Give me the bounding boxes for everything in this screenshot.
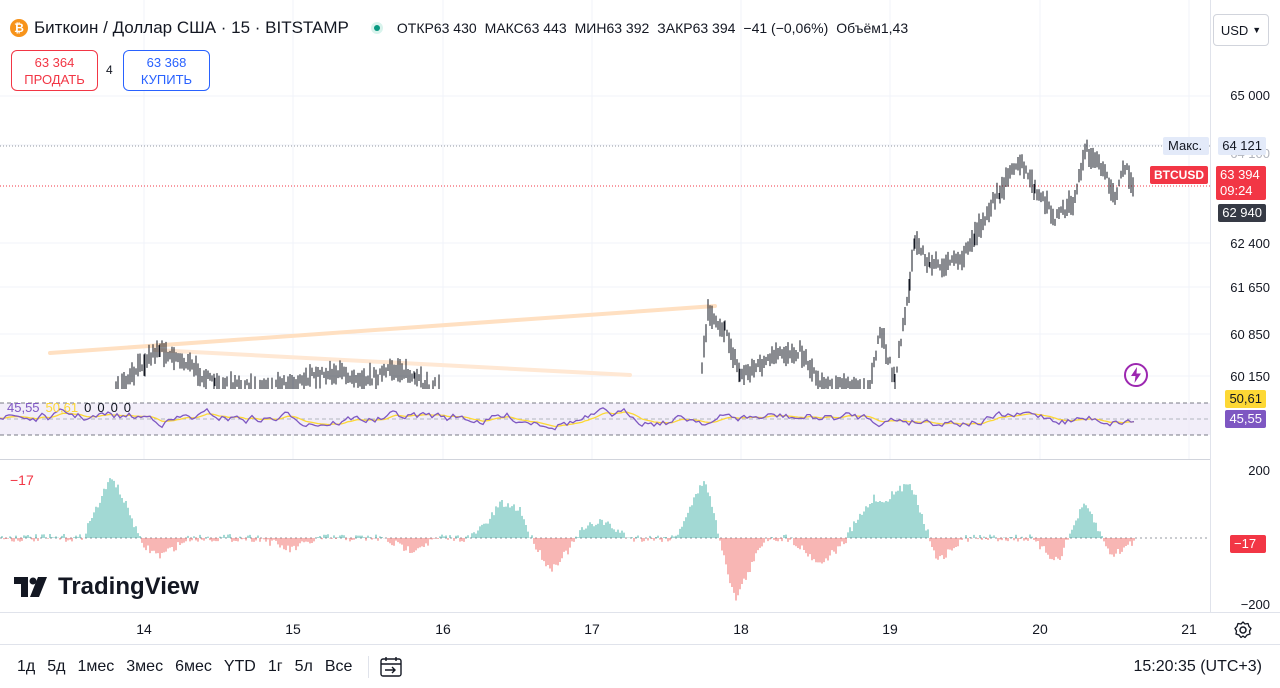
range-3m[interactable]: 3мес [126,657,164,675]
currency-selector[interactable]: USD ▼ [1213,14,1269,46]
price-series [115,139,1134,389]
range-1m[interactable]: 1мес [77,657,115,675]
max-value-badge: 64 121 [1218,137,1266,155]
rsi-legend[interactable]: 45,55 50,61 0 0 0 0 [6,400,132,415]
tradingview-logo-icon [14,577,47,597]
range-all[interactable]: Все [324,657,353,675]
symbol-legend[interactable]: ₿ Биткоин / Доллар США · 15 · BITSTAMP О… [10,18,908,38]
oscillator-pane[interactable] [0,460,1210,612]
time-tick: 18 [733,621,749,637]
buy-price: 63 368 [146,55,187,70]
time-tick: 14 [136,621,152,637]
rsi-line [0,407,1135,431]
sell-button[interactable]: 63 364 ПРОДАТЬ [11,50,98,91]
rsi-badge: 45,55 [1225,410,1266,428]
ohlc-open: ОТКР63 430 [396,20,477,36]
osc-tick: 200 [1248,463,1270,478]
time-axis[interactable]: 14 15 16 17 18 19 20 21 [0,612,1280,644]
date-range-icon[interactable] [379,655,405,679]
ohlc-close: ЗАКР63 394 [657,20,736,36]
rsi-extra: 0 [110,400,118,415]
max-label-badge: Макс. [1163,137,1209,155]
price-tick: 60 150 [1230,369,1270,384]
range-5d[interactable]: 5д [47,657,66,675]
rsi-extra: 0 [84,400,92,415]
ohlc-volume: Объём1,43 [836,20,909,36]
currency-label: USD [1220,22,1249,38]
osc-series [1,478,1135,601]
price-chart-pane[interactable] [0,0,1210,459]
ohlc-change: −41 (−0,06%) [743,20,829,36]
range-1y[interactable]: 1г [267,657,283,675]
time-tick: 21 [1181,621,1197,637]
sell-label: ПРОДАТЬ [24,72,85,87]
rsi-ma-badge: 50,61 [1225,390,1266,408]
rsi-ma-value: 50,61 [45,400,79,415]
range-1d[interactable]: 1д [17,657,36,675]
symbol-title[interactable]: Биткоин / Доллар США · 15 · BITSTAMP [34,18,349,37]
buy-label: КУПИТЬ [140,72,193,87]
sell-price: 63 364 [34,55,75,70]
bottom-toolbar: 1д 5д 1мес 3мес 6мес YTD 1г 5л Все 15:20… [0,644,1280,688]
rsi-extra: 0 [123,400,132,415]
time-tick: 17 [584,621,600,637]
buy-button[interactable]: 63 368 КУПИТЬ [123,50,210,91]
ohlc-low: МИН63 392 [574,20,650,36]
marker-price-badge: 62 940 [1218,204,1266,222]
oscillator-svg[interactable] [0,460,1210,612]
spread-value: 4 [106,63,113,77]
time-tick: 20 [1032,621,1048,637]
last-price-badge: 63 394 09:24 [1216,166,1266,200]
tradingview-logo[interactable]: TradingView [14,573,199,601]
time-tick: 15 [285,621,301,637]
last-price-value: 63 394 [1220,167,1260,182]
osc-value-badge: −17 [1230,535,1266,553]
symbol-badge: BTCUSD [1150,166,1208,184]
price-tick: 62 400 [1230,236,1270,251]
ohlc-values: ОТКР63 430 МАКС63 443 МИН63 392 ЗАКР63 3… [397,20,908,36]
price-tick: 65 000 [1230,88,1270,103]
price-tick: 60 850 [1230,327,1270,342]
rsi-extra: 0 [97,400,105,415]
countdown-value: 09:24 [1220,183,1253,198]
rsi-value: 45,55 [7,400,40,415]
logo-text: TradingView [58,573,199,600]
chevron-down-icon: ▼ [1252,25,1262,35]
clock[interactable]: 15:20:35 (UTC+3) [1133,657,1262,675]
time-tick: 19 [882,621,898,637]
range-6m[interactable]: 6мес [175,657,212,675]
price-tick: 61 650 [1230,280,1270,295]
gear-icon[interactable] [1233,620,1253,640]
bitcoin-icon: ₿ [10,19,28,37]
trend-line [48,304,717,355]
range-ytd[interactable]: YTD [223,657,256,675]
osc-tick: −200 [1240,597,1270,612]
toolbar-divider [368,655,370,678]
market-open-icon [370,22,383,34]
ohlc-high: МАКС63 443 [484,20,567,36]
price-axis[interactable]: 65 000 64 100 62 400 61 650 60 850 60 15… [1210,0,1280,612]
price-chart-svg[interactable] [0,0,1210,459]
time-tick: 16 [435,621,451,637]
lightning-icon[interactable] [1123,362,1149,388]
range-5y[interactable]: 5л [294,657,313,675]
pane-separator[interactable] [0,459,1280,460]
oscillator-legend-value: −17 [10,472,34,488]
